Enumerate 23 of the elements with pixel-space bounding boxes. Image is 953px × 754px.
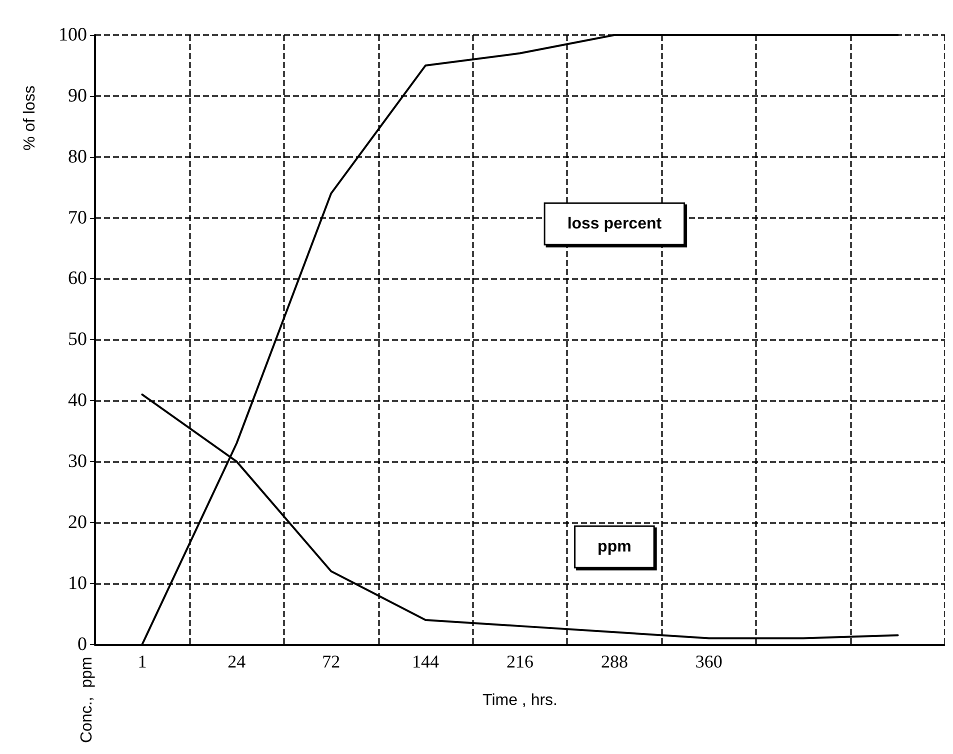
x-tick-label: 24 xyxy=(228,651,246,672)
x-tick-label: 144 xyxy=(412,651,440,672)
text: % of loss xyxy=(22,86,38,150)
y-tick-label: 90 xyxy=(68,85,87,106)
y-axis-title: Conc., ppm xyxy=(78,656,96,743)
y-tick-label: 100 xyxy=(58,24,87,46)
x-tick-label: 288 xyxy=(600,651,628,672)
y-tick-label: 10 xyxy=(68,572,87,594)
x-tick-label: 216 xyxy=(506,651,534,672)
y-tick-label: 80 xyxy=(68,146,87,168)
y-tick-label: 40 xyxy=(68,390,87,412)
x-tick-label: 72 xyxy=(322,651,340,672)
y-tick-label: 20 xyxy=(68,512,87,533)
x-axis-title: Time , hrs. xyxy=(482,692,558,709)
y-tick-label: 50 xyxy=(68,329,87,350)
x-tick-label: 1 xyxy=(138,651,147,672)
text: loss percent xyxy=(567,215,662,232)
y-tick-label: 70 xyxy=(68,207,87,228)
y-tick-label: 60 xyxy=(68,268,87,290)
y-tick-label: 0 xyxy=(78,634,87,655)
x-tick-label: 360 xyxy=(695,651,722,672)
text: ppm xyxy=(598,538,632,556)
y-tick-label: 30 xyxy=(68,451,87,472)
